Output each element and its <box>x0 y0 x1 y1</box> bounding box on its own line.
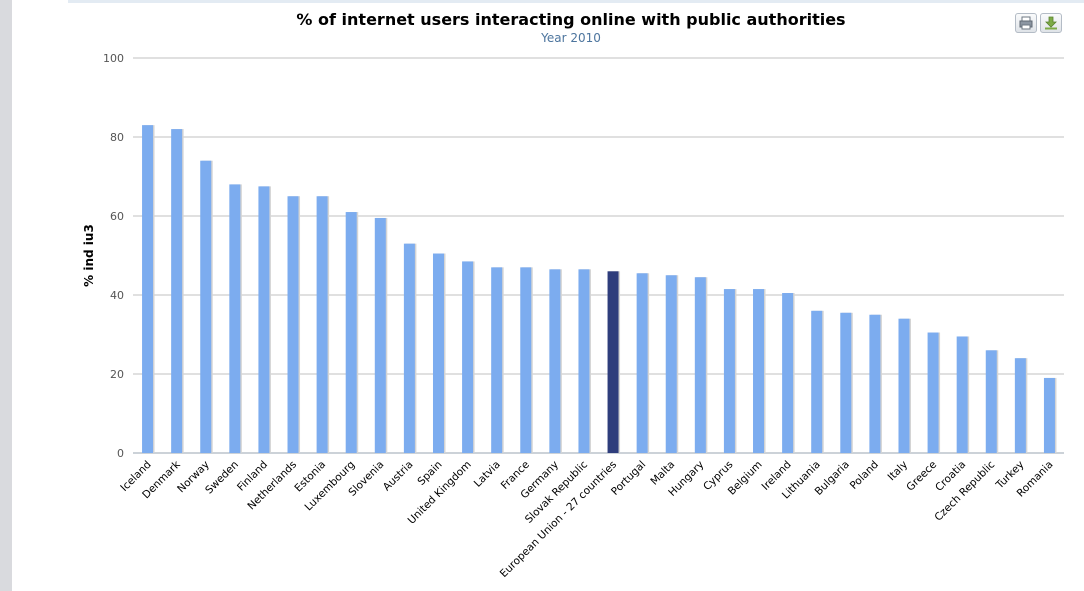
bar <box>229 184 241 453</box>
bar <box>200 160 212 453</box>
chart-title: % of internet users interacting online w… <box>296 10 846 29</box>
chart-subtitle: Year 2010 <box>541 31 601 45</box>
bar <box>316 196 328 453</box>
bar <box>723 289 735 453</box>
printer-icon <box>1019 16 1033 30</box>
bar <box>927 332 939 453</box>
bar <box>782 293 794 453</box>
bar <box>607 271 619 453</box>
bar <box>345 212 357 453</box>
bar <box>491 267 503 453</box>
bar <box>1043 377 1055 453</box>
bar <box>811 310 823 453</box>
bar <box>869 314 881 453</box>
bar <box>520 267 532 453</box>
bar <box>898 318 910 453</box>
bar <box>432 253 444 453</box>
y-tick-label: 60 <box>110 210 124 223</box>
bar <box>1014 358 1026 453</box>
bar <box>549 269 561 453</box>
y-tick-label: 40 <box>110 289 124 302</box>
x-tick-label: Greece <box>904 459 939 494</box>
y-tick-label: 20 <box>110 368 124 381</box>
print-button[interactable] <box>1015 13 1037 33</box>
bar <box>287 196 299 453</box>
export-button[interactable] <box>1040 13 1062 33</box>
left-rail <box>0 0 12 591</box>
bar <box>985 350 997 453</box>
y-axis-title: % ind iu3 <box>82 224 96 287</box>
x-tick-label: Austria <box>381 459 416 494</box>
x-tick-label: Latvia <box>472 459 503 490</box>
y-tick-label: 100 <box>103 52 124 65</box>
bar <box>258 186 270 453</box>
y-tick-label: 80 <box>110 131 124 144</box>
x-tick-label: Italy <box>886 459 911 484</box>
bar <box>142 125 154 454</box>
bar <box>462 261 474 453</box>
bar <box>578 269 590 453</box>
bar <box>694 277 706 453</box>
bar <box>171 129 183 453</box>
download-icon <box>1045 16 1057 30</box>
bar <box>403 243 415 453</box>
x-tick-label: Poland <box>848 459 881 492</box>
y-tick-label: 0 <box>117 447 124 460</box>
bar <box>374 217 386 453</box>
bar <box>665 275 677 453</box>
top-rule <box>68 0 1084 3</box>
bar <box>753 289 765 453</box>
bar <box>956 336 968 453</box>
bar <box>840 312 852 453</box>
bar <box>636 273 648 453</box>
